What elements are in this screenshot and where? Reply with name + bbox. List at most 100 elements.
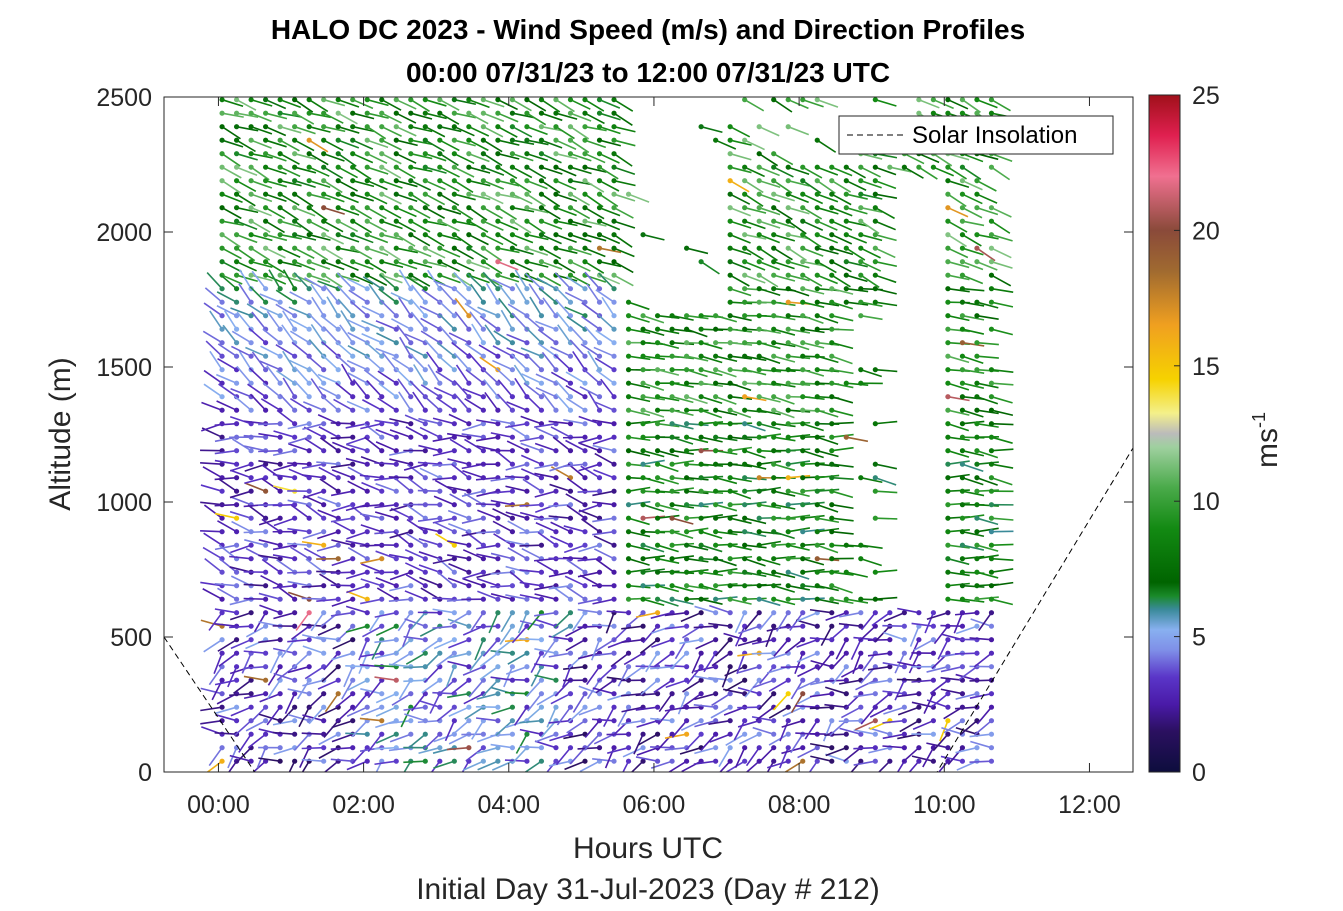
- wind-barb: [701, 490, 724, 494]
- wind-barb: [541, 220, 563, 230]
- wind-barb: [403, 760, 426, 764]
- wind-barb-point: [771, 205, 777, 211]
- wind-barb: [817, 598, 839, 605]
- wind-barb: [381, 220, 403, 230]
- wind-barb: [940, 755, 963, 762]
- wind-barb: [519, 544, 542, 547]
- wind-barb: [584, 233, 607, 242]
- wind-barb-point: [335, 178, 341, 184]
- wind-barb-point: [887, 164, 893, 170]
- wind-barb: [590, 639, 601, 661]
- wind-barb-point: [771, 272, 777, 278]
- wind-barb-point: [292, 475, 298, 481]
- wind-barb-point: [887, 650, 893, 656]
- wind-barb: [461, 760, 470, 772]
- wind-barb: [511, 312, 528, 330]
- wind-barb-point: [872, 164, 878, 170]
- wind-barb-point: [785, 340, 791, 346]
- wind-barb: [831, 166, 853, 177]
- wind-barb: [954, 611, 978, 616]
- wind-barb-point: [509, 623, 516, 629]
- wind-barb-point: [393, 421, 399, 427]
- wind-barb: [396, 179, 418, 188]
- wind-barb-point: [321, 529, 327, 535]
- wind-barb: [671, 422, 694, 430]
- wind-barb-point: [233, 313, 240, 319]
- wind-barb: [279, 98, 302, 109]
- wind-barb: [729, 382, 752, 391]
- wind-barb: [622, 746, 644, 758]
- wind-barb-point: [756, 542, 762, 548]
- wind-barb: [592, 687, 615, 695]
- wind-barb: [319, 573, 339, 587]
- wind-barb-point: [422, 407, 428, 413]
- wind-barb: [715, 368, 737, 378]
- wind-barb-point: [306, 191, 312, 197]
- wind-barb: [565, 493, 586, 506]
- wind-barb-point: [713, 367, 719, 373]
- wind-barb: [289, 291, 310, 303]
- wind-barb: [340, 310, 354, 330]
- wind-barb-point: [800, 245, 806, 251]
- wind-barb-point: [408, 407, 414, 413]
- wind-barb-point: [713, 758, 719, 764]
- wind-barb-point: [974, 502, 980, 508]
- wind-barb: [824, 733, 847, 737]
- wind-barb-point: [713, 610, 719, 616]
- wind-barb-point: [756, 488, 762, 494]
- wind-barb-point: [219, 380, 225, 386]
- wind-barb-point: [771, 664, 777, 670]
- wind-barb-point: [959, 758, 966, 764]
- wind-barb-point: [233, 515, 240, 521]
- wind-barb-point: [829, 610, 835, 616]
- wind-barb: [389, 417, 411, 425]
- wind-barb: [347, 278, 368, 290]
- wind-barb-point: [466, 610, 472, 616]
- wind-barb: [410, 311, 426, 330]
- wind-barb-point: [785, 448, 791, 454]
- wind-barb: [686, 395, 708, 405]
- wind-barb: [635, 611, 658, 618]
- wind-barb: [932, 733, 949, 752]
- wind-barb-point: [611, 137, 617, 143]
- wind-barb: [490, 743, 513, 749]
- wind-barb-point: [292, 110, 298, 116]
- wind-barb: [628, 568, 651, 573]
- wind-barb-point: [509, 380, 516, 386]
- wind-barb-point: [277, 164, 283, 170]
- wind-barb-point: [495, 529, 501, 535]
- wind-barb-point: [684, 529, 690, 535]
- wind-barb-point: [698, 691, 704, 697]
- wind-barb: [540, 99, 561, 113]
- wind-barb-point: [611, 191, 617, 197]
- wind-barb-point: [974, 380, 980, 386]
- wind-barb-point: [321, 97, 327, 103]
- wind-barb: [375, 550, 397, 560]
- wind-barb: [889, 166, 912, 173]
- wind-barb: [860, 220, 880, 235]
- wind-barb: [555, 152, 578, 160]
- wind-barb: [623, 652, 644, 666]
- wind-barb: [316, 570, 339, 573]
- wind-barb: [436, 571, 455, 587]
- wind-barb: [396, 324, 412, 344]
- wind-barb-point: [350, 515, 356, 521]
- wind-barb-point: [350, 178, 356, 184]
- wind-barb: [258, 554, 281, 560]
- wind-barb: [939, 720, 949, 742]
- wind-barb: [578, 706, 600, 716]
- wind-barb-point: [959, 286, 966, 292]
- wind-barb-point: [451, 97, 457, 103]
- wind-barb-point: [916, 164, 922, 170]
- wind-barb-point: [219, 529, 225, 535]
- wind-barb-point: [364, 529, 370, 535]
- wind-barb: [341, 679, 354, 700]
- wind-barb: [468, 98, 490, 109]
- wind-barb-point: [756, 259, 762, 265]
- wind-barb: [976, 503, 999, 507]
- wind-barb: [534, 674, 557, 681]
- wind-barb: [584, 139, 607, 149]
- wind-barb-point: [785, 502, 791, 508]
- wind-barb: [437, 299, 455, 317]
- wind-barb-point: [858, 272, 864, 278]
